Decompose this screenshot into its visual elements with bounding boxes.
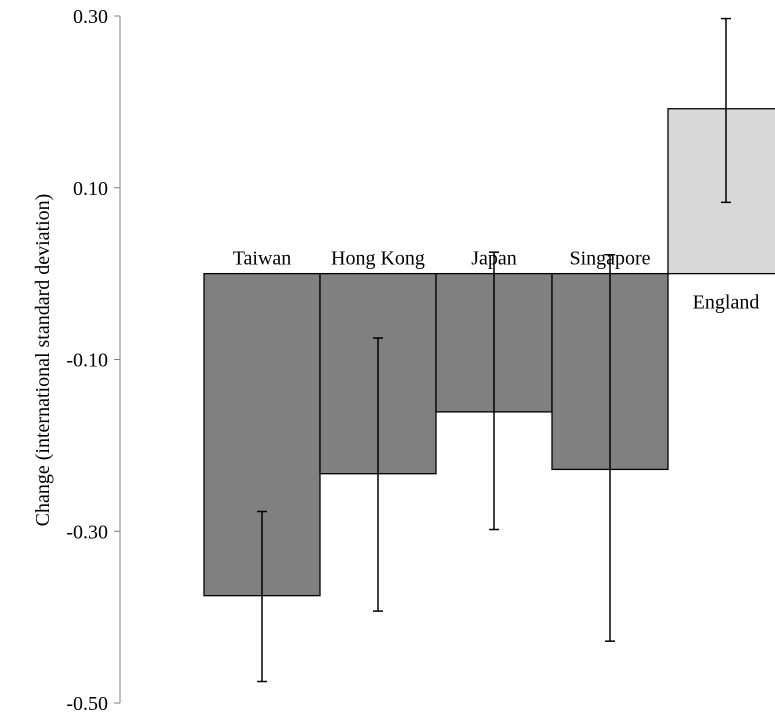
y-tick-label: -0.50 xyxy=(66,693,108,715)
y-axis: 0.30 0.10 -0.10 -0.30 -0.50 xyxy=(66,6,121,715)
y-axis-title: Change (international standard deviation… xyxy=(32,194,54,527)
bars xyxy=(203,108,775,597)
category-labels: Taiwan Hong Kong Japan Singapore England xyxy=(233,248,760,314)
bar-england xyxy=(667,108,775,275)
y-tick-label: 0.30 xyxy=(73,6,108,28)
category-label: England xyxy=(693,292,760,314)
y-tick-label: -0.10 xyxy=(66,350,108,372)
category-label: Japan xyxy=(471,248,517,270)
y-tick-label: -0.30 xyxy=(66,521,108,543)
category-label: Singapore xyxy=(569,248,650,270)
category-label: Hong Kong xyxy=(331,248,425,270)
category-label: Taiwan xyxy=(233,248,292,270)
y-tick-label: 0.10 xyxy=(73,178,108,200)
error-bars xyxy=(257,17,731,683)
